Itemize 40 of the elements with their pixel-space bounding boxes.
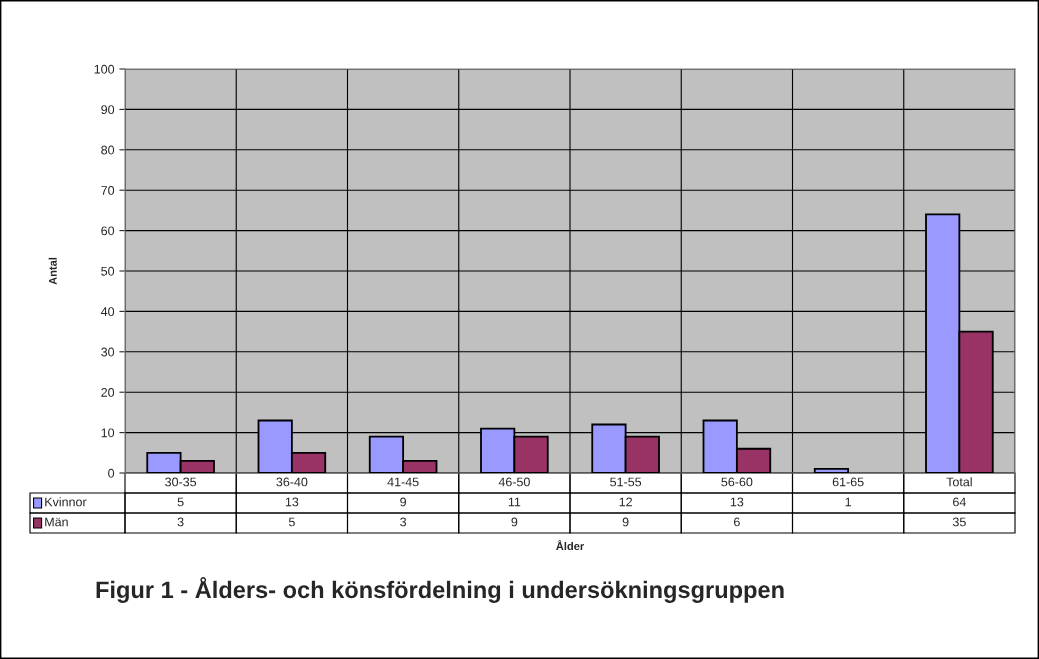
data-label: 13 xyxy=(730,497,744,507)
x-axis-title: Ålder xyxy=(556,540,585,551)
bar xyxy=(813,468,850,473)
data-label: 13 xyxy=(285,497,299,507)
data-label: 1 xyxy=(845,497,851,507)
data-label: 5 xyxy=(177,497,184,507)
y-tick-label: 20 xyxy=(101,388,115,397)
y-tick-label: 10 xyxy=(101,428,115,438)
y-tick-label: 0 xyxy=(108,468,115,478)
legend-label: Män xyxy=(45,517,68,527)
y-tick-label: 90 xyxy=(101,105,115,115)
data-label: 3 xyxy=(177,517,184,527)
y-tick-label: 40 xyxy=(100,307,115,317)
y-tick-label: 50 xyxy=(101,266,115,276)
x-tick-label: 46-50 xyxy=(498,477,530,487)
x-tick-label: 56-60 xyxy=(721,477,753,487)
x-tick-label: 30-35 xyxy=(165,477,197,487)
x-tick-label: 41-45 xyxy=(387,477,419,487)
y-tick-label: 30 xyxy=(101,347,115,357)
data-label: 64 xyxy=(953,497,966,507)
data-label: 3 xyxy=(400,517,407,527)
data-label: 9 xyxy=(511,517,518,527)
y-axis-title: Antal xyxy=(48,257,57,285)
data-label: 12 xyxy=(619,497,632,507)
x-tick-label: 61-65 xyxy=(832,477,864,487)
data-label: 9 xyxy=(622,517,629,527)
x-tick-label: 36-40 xyxy=(276,477,308,487)
y-tick-label: 60 xyxy=(101,226,115,236)
data-label: 35 xyxy=(952,517,966,527)
y-tick-label: 100 xyxy=(94,64,115,74)
y-tick-label: 80 xyxy=(101,145,115,155)
text: Figur 1 - Ålders- och könsfördelning i undersökningsgruppen xyxy=(96,577,784,603)
data-label: 9 xyxy=(400,497,407,507)
x-tick-label: 51-55 xyxy=(610,477,642,487)
y-tick-label: 70 xyxy=(101,186,115,195)
legend-label: Kvinnor xyxy=(45,497,87,507)
data-label: 5 xyxy=(288,517,295,527)
x-tick-label: Total xyxy=(946,477,972,487)
data-label: 6 xyxy=(734,517,740,527)
data-label: 11 xyxy=(508,497,521,507)
